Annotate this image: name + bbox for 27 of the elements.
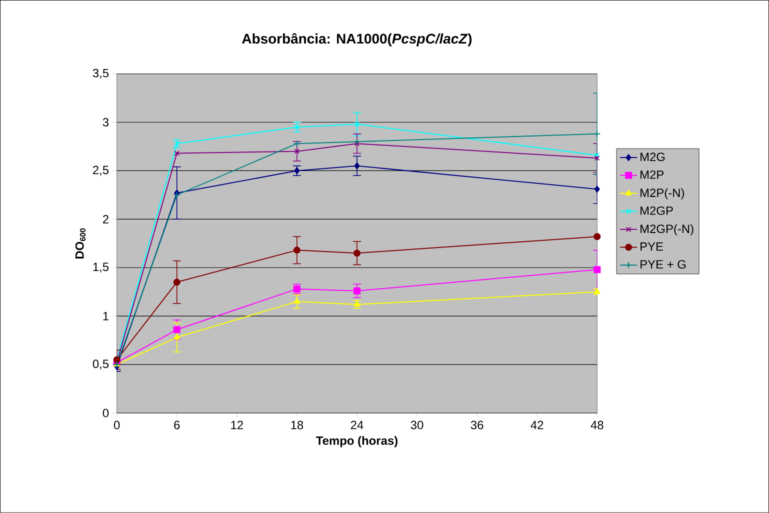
y-tick-label: 3,5 — [92, 68, 109, 79]
legend-label: M2GP(-N) — [640, 224, 694, 236]
x-tick-label: 12 — [231, 420, 243, 430]
y-tick-label: 1 — [103, 312, 108, 320]
x-tick-label: 24 — [350, 420, 364, 430]
x-tick-label: 6 — [174, 420, 180, 430]
legend-label: PYE + G — [640, 260, 686, 269]
legend-label: M2P(-N) — [640, 188, 684, 200]
x-tick-label: 42 — [530, 420, 544, 430]
y-axis-title: DO$_{600}$ — [75, 228, 86, 259]
x-tick-label: 0 — [114, 420, 120, 430]
x-axis-title: Tempo (horas) — [316, 436, 398, 448]
y-tick-label: 0 — [102, 408, 109, 418]
y-tick-label: 1,5 — [93, 262, 109, 273]
y-tick-label: 2 — [102, 215, 108, 224]
y-tick-label: 2,5 — [93, 166, 109, 176]
legend-label: M2G — [640, 152, 665, 162]
x-tick-label: 36 — [470, 420, 484, 430]
legend-label: PYE — [640, 242, 663, 251]
x-tick-label: 48 — [590, 420, 604, 430]
legend-label: M2GP — [640, 206, 673, 215]
legend-label: M2P — [640, 170, 664, 179]
y-tick-label: 3 — [102, 118, 109, 127]
x-tick-label: 30 — [410, 420, 424, 430]
x-tick-label: 18 — [291, 420, 304, 430]
chart-title: Absorbância: NA1000(PcspC/lacZ) — [242, 33, 472, 46]
y-tick-label: 0,5 — [92, 360, 109, 370]
